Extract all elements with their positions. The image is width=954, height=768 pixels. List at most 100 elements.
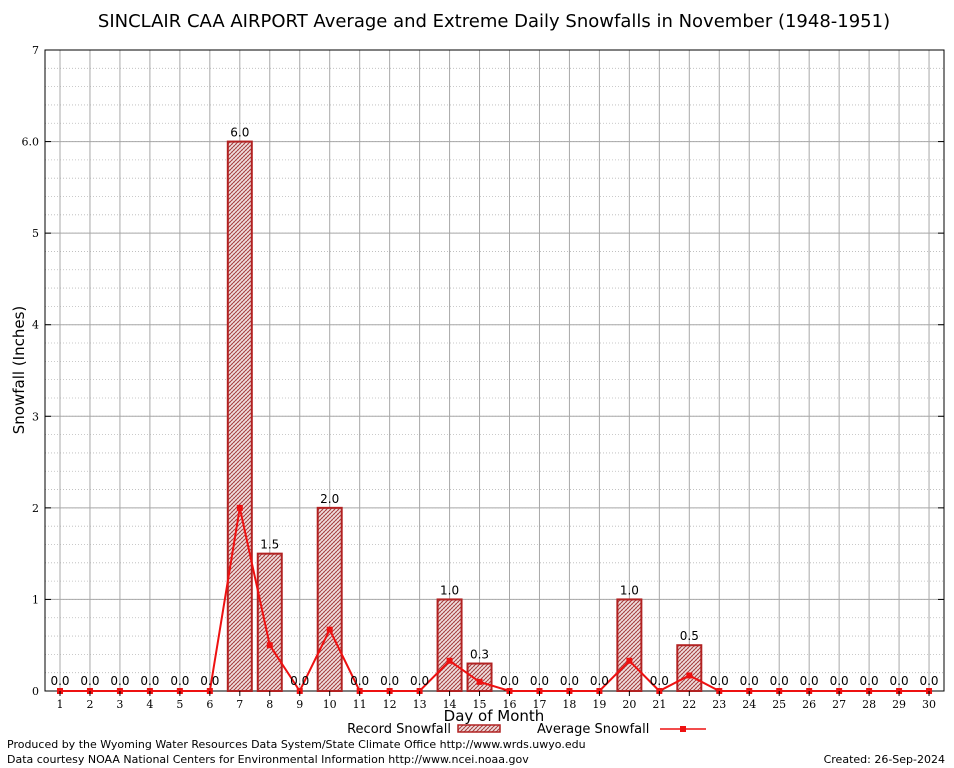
x-tick-label: 17 — [532, 698, 546, 711]
x-tick-label: 16 — [503, 698, 517, 711]
x-tick-label: 29 — [892, 698, 906, 711]
footer-created: Created: 26-Sep-2024 — [824, 753, 945, 766]
x-tick-label: 24 — [742, 698, 756, 711]
average-point-day-22 — [686, 672, 693, 679]
footer-produced-by: Produced by the Wyoming Water Resources … — [7, 738, 586, 751]
record-value-label: 1.0 — [620, 583, 639, 597]
average-point-day-8 — [266, 642, 273, 649]
x-tick-label: 12 — [383, 698, 397, 711]
record-value-label: 0.0 — [740, 674, 759, 688]
x-tick-label: 25 — [772, 698, 786, 711]
y-tick-label: 3 — [32, 410, 39, 423]
record-value-label: 0.0 — [110, 674, 129, 688]
record-value-label: 0.0 — [410, 674, 429, 688]
record-value-label: 0.0 — [530, 674, 549, 688]
record-value-label: 0.0 — [590, 674, 609, 688]
x-tick-label: 18 — [562, 698, 576, 711]
x-tick-label: 30 — [922, 698, 936, 711]
y-tick-label: 5 — [32, 227, 39, 240]
x-tick-label: 21 — [652, 698, 666, 711]
x-tick-label: 2 — [86, 698, 93, 711]
x-axis-label: Day of Month — [444, 707, 545, 725]
legend-average-marker — [680, 726, 686, 732]
average-point-day-15 — [476, 678, 483, 685]
plot-frame — [44, 49, 945, 692]
average-line-path — [60, 507, 930, 694]
x-tick-label: 22 — [682, 698, 696, 711]
legend-record-swatch — [457, 724, 501, 733]
record-bar-day-14 — [436, 598, 463, 693]
average-point-day-7 — [236, 504, 243, 511]
x-tick-label: 1 — [57, 698, 64, 711]
y-tick-label: 4 — [32, 319, 39, 332]
x-tick-label: 14 — [443, 698, 457, 711]
x-tick-label: 8 — [266, 698, 273, 711]
record-value-label: 0.0 — [140, 674, 159, 688]
y-tick-label: 6.0 — [22, 136, 40, 149]
record-value-label: 0.0 — [860, 674, 879, 688]
x-tick-label: 26 — [802, 698, 816, 711]
x-tick-label: 19 — [592, 698, 606, 711]
record-value-label: 0.0 — [350, 674, 369, 688]
average-point-day-10 — [326, 626, 333, 633]
x-tick-label: 6 — [206, 698, 213, 711]
x-tick-label: 23 — [712, 698, 726, 711]
record-value-label: 0.3 — [470, 648, 489, 662]
record-bar-day-22 — [676, 644, 703, 693]
record-value-label: 0.0 — [770, 674, 789, 688]
record-value-label: 0.0 — [50, 674, 69, 688]
record-value-label: 0.0 — [290, 674, 309, 688]
record-value-label: 0.0 — [830, 674, 849, 688]
x-tick-label: 5 — [176, 698, 183, 711]
bar-value-labels: 0.0 0.0 0.0 0.0 0.0 0.0 6.0 1.5 0.0 2.0 0.0 0.0 0.0 1… — [50, 126, 938, 688]
record-value-label: 0.5 — [680, 629, 699, 643]
record-bar-day-20 — [616, 598, 643, 693]
x-axis-ticks: 1 2 3 4 5 6 7 8 9 10 11 12 13 14 15 16 17 18 19 20 21 22 23 24 2… — [57, 691, 936, 711]
record-bar-day-10 — [316, 506, 343, 692]
y-tick-label: 1 — [32, 593, 39, 606]
x-tick-label: 13 — [413, 698, 427, 711]
record-value-label: 0.0 — [710, 674, 729, 688]
record-value-label: 0.0 — [800, 674, 819, 688]
x-tick-label: 11 — [353, 698, 367, 711]
record-value-label: 0.0 — [200, 674, 219, 688]
average-point-day-14 — [446, 657, 453, 664]
x-tick-label: 28 — [862, 698, 876, 711]
x-tick-label: 3 — [116, 698, 123, 711]
legend-record-label: Record Snowfall — [347, 722, 451, 737]
x-tick-label: 15 — [473, 698, 487, 711]
y-tick-label: 0 — [32, 685, 39, 698]
y-tick-label: 7 — [32, 44, 39, 57]
record-value-label: 0.0 — [80, 674, 99, 688]
y-tick-label: 2 — [32, 502, 39, 515]
x-tick-label: 9 — [296, 698, 303, 711]
y-axis-ticks: 0 1 2 3 4 5 6.0 7 — [22, 44, 944, 698]
record-value-label: 0.0 — [650, 674, 669, 688]
y-axis-label: Snowfall (Inches) — [10, 306, 28, 434]
record-value-label: 0.0 — [500, 674, 519, 688]
x-tick-label: 4 — [146, 698, 153, 711]
record-snowfall-bars — [226, 140, 703, 693]
record-value-label: 0.0 — [890, 674, 909, 688]
record-bar-day-15 — [466, 662, 493, 692]
record-bar-day-8 — [256, 552, 283, 693]
record-value-label: 1.0 — [440, 583, 459, 597]
record-value-label: 0.0 — [380, 674, 399, 688]
x-tick-label: 10 — [323, 698, 337, 711]
footer-courtesy: Data courtesy NOAA National Centers for … — [7, 753, 529, 766]
x-tick-label: 7 — [236, 698, 243, 711]
major-gridlines — [45, 49, 944, 692]
x-tick-label: 20 — [622, 698, 636, 711]
record-value-label: 6.0 — [230, 126, 249, 140]
record-value-label: 0.0 — [170, 674, 189, 688]
legend-average-label: Average Snowfall — [537, 722, 649, 737]
record-value-label: 0.0 — [919, 674, 938, 688]
average-point-day-20 — [626, 657, 633, 664]
chart-title: SINCLAIR CAA AIRPORT Average and Extreme… — [98, 11, 890, 32]
record-bar-day-7 — [226, 140, 253, 693]
record-value-label: 0.0 — [560, 674, 579, 688]
record-value-label: 1.5 — [260, 538, 279, 552]
x-tick-label: 27 — [832, 698, 846, 711]
record-value-label: 2.0 — [320, 492, 339, 506]
